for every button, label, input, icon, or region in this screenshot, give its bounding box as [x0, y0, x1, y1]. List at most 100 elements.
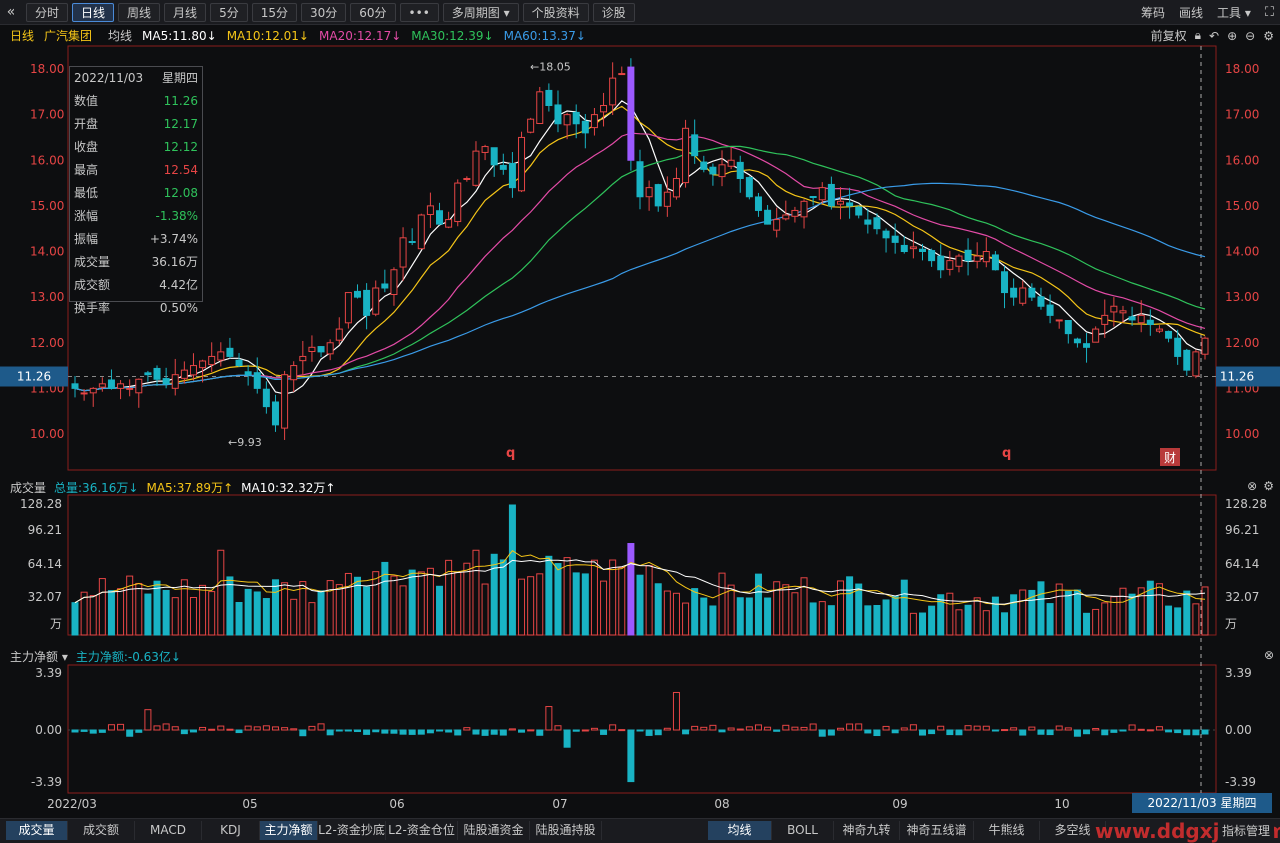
adjust-label[interactable]: 前复权: [1150, 29, 1187, 43]
volume-bar: [135, 582, 143, 636]
lock-icon[interactable]: 🔒︎: [1194, 28, 1202, 42]
flow-bar: [244, 725, 252, 731]
flow-bar: [1183, 729, 1191, 736]
flow-bar: [1073, 729, 1081, 737]
zoom-out-icon[interactable]: ⊖: [1245, 28, 1256, 43]
infobox-key: 成交额: [74, 278, 111, 292]
flow-bar: [144, 709, 152, 731]
candle-body: [208, 355, 216, 366]
flow-bar: [1146, 729, 1154, 732]
chips-button[interactable]: 筹码: [1141, 6, 1166, 20]
infobox-row: 数值 11.26: [70, 90, 202, 113]
infobox-row: 振幅 +3.74%: [70, 228, 202, 251]
volume-bar: [700, 597, 708, 636]
indicator-manage-button[interactable]: 指标管理: [1217, 822, 1274, 839]
volume-bar: [636, 574, 644, 636]
price-infobox: 2022/11/03 星期四 数值 11.26 开盘 12.17 收盘 12.12 最高 12…: [69, 66, 203, 315]
volume-bar: [809, 602, 817, 636]
flow-bar: [609, 724, 617, 731]
tools-button[interactable]: 工具 ▾: [1217, 6, 1251, 20]
overlay-tab[interactable]: 多空线: [1040, 821, 1106, 840]
indicator-tab[interactable]: 成交量: [6, 821, 68, 840]
period-tab[interactable]: 30分: [300, 2, 347, 22]
draw-line-button[interactable]: 画线: [1179, 6, 1204, 20]
period-tab[interactable]: 诊股: [592, 2, 635, 22]
candle-body: [536, 91, 544, 124]
flow-tick-left: -3.39: [31, 775, 62, 789]
fullscreen-icon[interactable]: ⛶: [1264, 5, 1274, 20]
candle-body: [1137, 314, 1145, 324]
overlay-tab[interactable]: BOLL: [772, 821, 834, 840]
candle-body: [80, 392, 88, 395]
current-price-tag-right: [1216, 366, 1280, 387]
flow-title[interactable]: 主力净额 ▾: [10, 649, 68, 664]
volume-bar: [1092, 608, 1100, 636]
indicator-tab[interactable]: 陆股通持股: [530, 821, 602, 840]
indicator-tab[interactable]: KDJ: [202, 821, 260, 840]
flow-bar: [1092, 727, 1100, 731]
overlay-tab[interactable]: 均线: [708, 821, 772, 840]
flow-bar: [691, 725, 699, 731]
flow-bar: [672, 691, 680, 731]
finance-badge[interactable]: [1160, 448, 1180, 466]
period-tab[interactable]: 多周期图 ▾: [442, 2, 519, 22]
event-marker[interactable]: q: [1002, 446, 1011, 461]
infobox-key: 最低: [74, 186, 99, 200]
period-tab[interactable]: 分时: [26, 2, 69, 22]
period-tab[interactable]: 月线: [164, 2, 207, 22]
indicator-tab[interactable]: 陆股通资金: [458, 821, 530, 840]
candle-body: [1092, 328, 1100, 343]
overlay-tab[interactable]: 神奇九转: [834, 821, 900, 840]
indicator-tab[interactable]: L2-资金仓位: [386, 821, 458, 840]
period-tab[interactable]: 个股资料: [522, 2, 589, 22]
infobox-value: 4.42亿: [159, 278, 198, 292]
volume-bar: [208, 591, 216, 636]
indicator-tab[interactable]: L2-资金抄底: [318, 821, 386, 840]
event-marker[interactable]: q: [506, 446, 515, 461]
volume-bar: [855, 583, 863, 636]
candle-body: [991, 254, 999, 271]
indicator-tab[interactable]: 成交额: [68, 821, 135, 840]
flow-bar: [1201, 729, 1209, 735]
volume-total: 总量:36.16万↓: [54, 480, 139, 495]
settings-icon[interactable]: ⚙: [1263, 28, 1274, 43]
volume-bar: [654, 583, 662, 636]
flow-bar: [107, 724, 115, 731]
flow-bar: [235, 729, 243, 734]
candle-body: [700, 161, 708, 170]
flow-bar: [171, 726, 179, 731]
double-chevron-left-icon[interactable]: «: [6, 4, 16, 20]
zoom-in-icon[interactable]: ⊕: [1227, 28, 1238, 43]
period-tab[interactable]: 15分: [251, 2, 297, 22]
volume-bar: [290, 598, 298, 636]
volume-settings-icon[interactable]: ⚙: [1263, 479, 1274, 493]
indicator-tab[interactable]: 主力净额: [260, 821, 318, 840]
candle-body: [654, 184, 662, 207]
flow-bar: [162, 723, 170, 731]
price-tick-right: 10.00: [1225, 427, 1259, 441]
candle-body: [390, 269, 398, 296]
indicator-tab[interactable]: MACD: [135, 821, 202, 840]
flow-bar: [764, 726, 772, 731]
volume-bar: [326, 580, 334, 636]
period-tab[interactable]: 60分: [350, 2, 396, 22]
stock-chart[interactable]: 18.00 18.00 17.00 17.00 16.00 16.00 15.00 15.00…: [0, 25, 1280, 818]
infobox-value: 0.50%: [159, 301, 198, 315]
volume-title[interactable]: 成交量: [10, 480, 47, 495]
candle-body: [490, 147, 498, 166]
close-volume-icon[interactable]: ⊗: [1247, 479, 1258, 493]
period-tab[interactable]: 周线: [118, 2, 161, 22]
volume-bar: [1055, 583, 1063, 636]
stock-name[interactable]: 广汽集团: [44, 29, 93, 43]
undo-icon[interactable]: ↶: [1209, 28, 1220, 43]
candle-body: [135, 378, 143, 394]
overlay-tab[interactable]: 牛熊线: [974, 821, 1040, 840]
close-flow-icon[interactable]: ⊗: [1263, 648, 1274, 662]
period-tab[interactable]: •••: [399, 2, 439, 22]
period-tab[interactable]: 5分: [210, 2, 248, 22]
period-tab[interactable]: 日线: [72, 2, 115, 22]
flow-bar: [1019, 729, 1027, 736]
candle-body: [764, 209, 772, 225]
overlay-tab[interactable]: 神奇五线谱: [900, 821, 974, 840]
ma-label[interactable]: 均线: [108, 29, 133, 43]
